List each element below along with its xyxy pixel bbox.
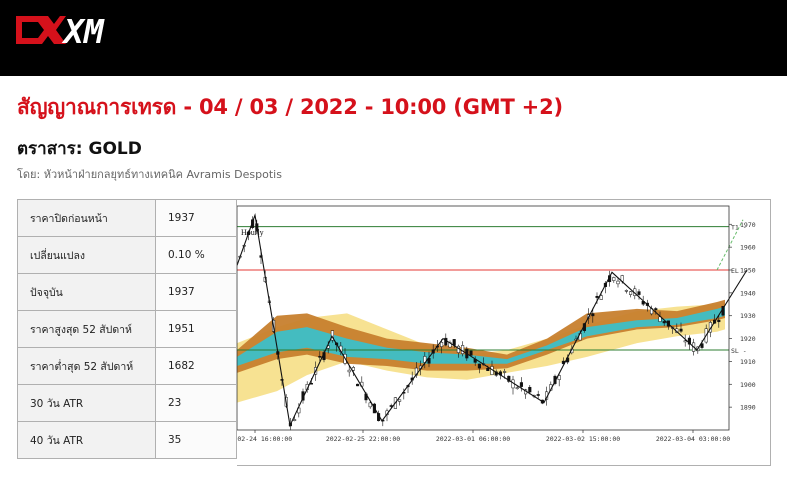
candle-body [330,330,334,341]
stats-row: ราคาต่ำสุด 52 สัปดาห์ 1682 [17,347,237,385]
candle-body [616,280,620,285]
zigzag-layer [236,212,748,428]
candle-body [461,345,465,354]
candle-body [293,419,297,421]
candle-body [599,295,603,300]
stats-row: 30 วัน ATR 23 [17,384,237,422]
chart-container: T1 - EL - SL - 1970 1960 1950 1940 1930 1920 191… [218,199,771,466]
candle-body [309,382,313,385]
candle-body [469,350,473,356]
band-cyan [237,306,725,366]
y-tick-label: 1950 [740,267,756,275]
stats-row: ราคาปิดก่อนหน้า 1937 [17,199,237,237]
author-byline: โดย: หัวหน้าฝ่ายกลยุทธ์ทางเทคนิค Avramis… [17,168,282,181]
y-tick-label: 1890 [740,404,756,412]
candle-body [347,369,351,373]
stat-label: ราคาต่ำสุด 52 สัปดาห์ [17,347,156,385]
instrument-label: ตราสาร: GOLD [17,139,142,159]
x-tick-label: 2022-03-02 15:00:00 [546,435,620,443]
y-tick-label: 1900 [740,381,756,389]
stat-label: ราคาปิดก่อนหน้า [17,199,156,237]
candle-body [629,291,633,295]
stat-value: 1682 [155,347,237,385]
candle-body [637,291,641,295]
candle-body [662,321,666,324]
chart-title: Hourly [241,228,264,237]
x-tick-label: 2022-02-25 22:00:00 [326,435,400,443]
indicator-bands [237,299,725,403]
candle-body [654,308,658,310]
stat-label: ปัจจุบัน [17,273,156,311]
candle-body [717,319,721,323]
y-tick-label: 1920 [740,335,756,343]
axes: 1970 1960 1950 1940 1930 1920 1910 1900 1890 2022… [218,205,756,443]
stat-label: ราคาสูงสุด 52 สัปดาห์ [17,310,156,348]
candle-body [679,328,683,332]
candle-body [624,290,628,292]
x-tick-label: 2022-02-24 16:00:00 [237,435,292,443]
stats-row: ราคาสูงสุด 52 สัปดาห์ 1951 [17,310,237,348]
candle-body [318,356,322,358]
logo-text: XM [61,12,105,50]
x-tick-label: 2022-03-01 06:00:00 [436,435,510,443]
signal-levels: T1 -EL -SL - [237,219,747,355]
candle-body [612,277,616,281]
stat-label: 40 วัน ATR [17,421,156,459]
logo-mark [16,16,66,44]
xm-logo[interactable]: XM [14,10,134,50]
header-bar: XM [0,0,787,76]
y-tick-label: 1940 [740,289,756,297]
y-tick-label: 1930 [740,312,756,320]
candle-body [351,367,355,371]
candle-body [477,363,481,369]
candle-body [557,375,561,380]
stats-row: เปลี่ยนแปลง 0.10 % [17,236,237,274]
candle-body [356,383,360,387]
stats-table: ราคาปิดก่อนหน้า 1937 เปลี่ยนแปลง 0.10 % ปั… [17,199,237,459]
stat-value: 1951 [155,310,237,348]
candle-body [503,371,507,373]
candle-body [486,368,490,372]
stat-value: 0.10 % [155,236,237,274]
candle-body [700,343,704,348]
x-tick-label: 2022-03-04 03:00:00 [656,435,730,443]
page-title: สัญญาณการเทรด - 04 / 03 / 2022 - 10:00 (… [17,95,563,119]
stat-value: 23 [155,384,237,422]
candle-body [683,340,687,343]
zigzag-line [236,212,748,428]
stat-label: 30 วัน ATR [17,384,156,422]
plot-frame [236,205,730,431]
candle-body [398,399,402,402]
level-label: EL - [731,267,747,275]
level-label: SL - [731,347,747,355]
stat-value: 35 [155,421,237,459]
candle-body [519,382,523,387]
target-projection [716,219,744,271]
y-tick-label: 1960 [740,244,756,252]
candle-body [595,295,599,298]
candle-body [440,342,444,347]
candle-body [515,387,519,389]
stat-value: 1937 [155,273,237,311]
hourly-chart: T1 -EL -SL - 197019601950194019301920191… [218,205,756,443]
y-tick-label: 1970 [740,221,756,229]
stat-value: 1937 [155,199,237,237]
stats-row: ปัจจุบัน 1937 [17,273,237,311]
candle-body [251,219,255,228]
candle-body [368,402,372,408]
y-tick-label: 1910 [740,358,756,366]
candle-body [536,394,540,396]
stats-row: 40 วัน ATR 35 [17,421,237,459]
candle-body [528,386,532,393]
stat-label: เปลี่ยนแปลง [17,236,156,274]
candle-body [591,313,595,317]
